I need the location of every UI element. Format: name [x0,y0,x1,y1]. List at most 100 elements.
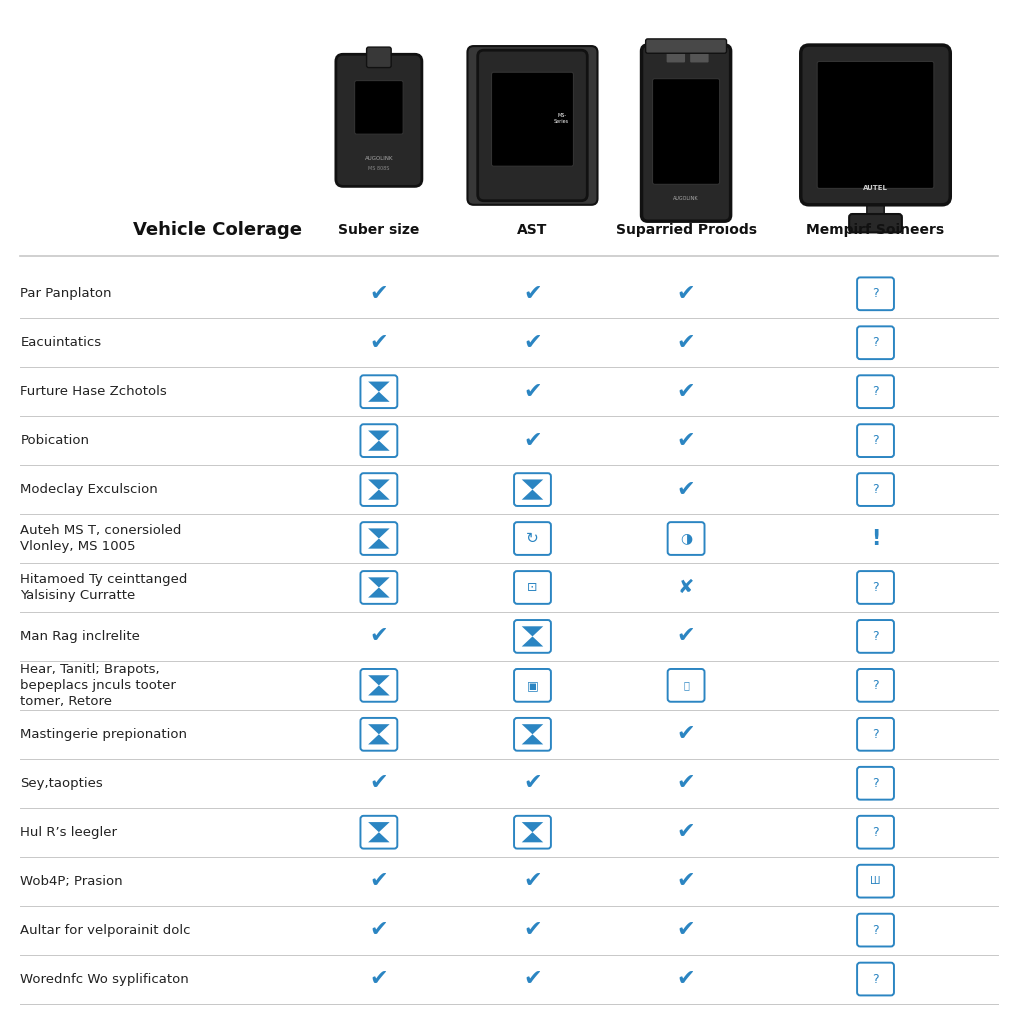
Text: ✔: ✔ [523,333,542,352]
Text: ?: ? [872,924,879,937]
Text: ✔: ✔ [677,284,695,304]
Text: ✘: ✘ [678,578,694,597]
Text: Auteh MS T, conersioled
Vlonley, MS 1005: Auteh MS T, conersioled Vlonley, MS 1005 [20,524,182,553]
Polygon shape [369,578,389,588]
Text: ✔: ✔ [677,479,695,500]
FancyBboxPatch shape [646,39,727,53]
FancyBboxPatch shape [367,47,391,68]
Text: ⬛: ⬛ [683,680,689,690]
Text: ?: ? [872,385,879,398]
Text: Vehicle Colerage: Vehicle Colerage [133,221,302,240]
Text: Suber size: Suber size [338,223,420,238]
Text: MS 808S: MS 808S [369,166,389,171]
Text: Man Rag inclrelite: Man Rag inclrelite [20,630,140,643]
Polygon shape [522,724,543,734]
Text: ?: ? [872,434,879,447]
Text: ✔: ✔ [370,333,388,352]
Text: Par Panplaton: Par Panplaton [20,288,112,300]
Polygon shape [369,588,389,598]
Polygon shape [369,822,389,833]
Text: ✔: ✔ [677,921,695,940]
Text: MS-
Series: MS- Series [554,113,569,124]
Polygon shape [522,627,543,636]
Text: ↻: ↻ [526,531,539,546]
Text: ✔: ✔ [370,284,388,304]
Polygon shape [522,734,543,744]
FancyBboxPatch shape [354,81,403,134]
Text: ✔: ✔ [677,822,695,842]
FancyBboxPatch shape [641,45,731,221]
Polygon shape [522,833,543,843]
Text: ✔: ✔ [523,773,542,794]
Text: Mastingerie prepionation: Mastingerie prepionation [20,728,187,740]
Polygon shape [369,675,389,685]
Text: Sey,taopties: Sey,taopties [20,777,103,790]
Text: Worednfc Wo syplificaton: Worednfc Wo syplificaton [20,973,189,985]
Text: ✔: ✔ [370,627,388,646]
Text: ✔: ✔ [523,382,542,401]
Text: ✔: ✔ [677,382,695,401]
Polygon shape [522,822,543,833]
Text: ?: ? [872,581,879,594]
Polygon shape [369,734,389,744]
Text: Aultar for velporainit dolc: Aultar for velporainit dolc [20,924,191,937]
Text: Mempirf Soineers: Mempirf Soineers [807,223,944,238]
Text: Hul R’s leegler: Hul R’s leegler [20,825,118,839]
Polygon shape [369,430,389,440]
Text: ✔: ✔ [370,773,388,794]
Text: ⊡: ⊡ [527,581,538,594]
Polygon shape [522,489,543,500]
Text: ✔: ✔ [523,284,542,304]
Text: ✔: ✔ [677,773,695,794]
Text: ?: ? [872,336,879,349]
FancyBboxPatch shape [866,191,885,224]
Text: ▣: ▣ [526,679,539,692]
Text: ✔: ✔ [677,627,695,646]
Polygon shape [522,636,543,646]
Polygon shape [369,479,389,489]
Text: ?: ? [872,630,879,643]
Text: ✔: ✔ [677,969,695,989]
Text: Ш: Ш [870,877,881,886]
Text: Hitamoed Ty ceinttanged
Yalsisiny Curratte: Hitamoed Ty ceinttanged Yalsisiny Currat… [20,573,187,602]
Text: ?: ? [872,288,879,300]
Text: AUGOLINK: AUGOLINK [673,197,699,201]
Text: ✔: ✔ [370,871,388,891]
Text: Pobication: Pobication [20,434,89,447]
Polygon shape [369,539,389,549]
Text: Modeclay Exculscion: Modeclay Exculscion [20,483,159,496]
Text: ?: ? [872,777,879,790]
FancyBboxPatch shape [492,73,573,166]
Text: ?: ? [872,973,879,985]
Text: ✔: ✔ [523,871,542,891]
FancyBboxPatch shape [467,46,598,205]
Text: Furture Hase Zchotols: Furture Hase Zchotols [20,385,167,398]
Text: !: ! [870,528,881,549]
Polygon shape [369,685,389,695]
FancyBboxPatch shape [817,61,934,188]
Text: AUTEL: AUTEL [863,185,888,191]
Text: Wob4P; Prasion: Wob4P; Prasion [20,874,123,888]
Polygon shape [369,392,389,401]
Text: ✔: ✔ [677,333,695,352]
Text: ✔: ✔ [370,921,388,940]
Polygon shape [369,440,389,451]
FancyBboxPatch shape [801,45,950,205]
Polygon shape [369,489,389,500]
Polygon shape [369,724,389,734]
Text: ✔: ✔ [523,431,542,451]
Text: ◑: ◑ [680,531,692,546]
Text: ✔: ✔ [677,724,695,744]
Text: Suparried Proıods: Suparried Proıods [615,223,757,238]
Text: ✔: ✔ [523,921,542,940]
Text: ✔: ✔ [677,431,695,451]
Text: ?: ? [872,483,879,496]
FancyBboxPatch shape [849,214,902,232]
FancyBboxPatch shape [652,79,720,184]
Text: AUGOLINK: AUGOLINK [365,156,393,161]
Text: Hear, Tanitl; Brapots,
bepeplacs jnculs tooter
tomer, Retore: Hear, Tanitl; Brapots, bepeplacs jnculs … [20,663,176,708]
Text: Eacuintatics: Eacuintatics [20,336,101,349]
Polygon shape [369,382,389,392]
Text: ?: ? [872,728,879,740]
Text: ?: ? [872,679,879,692]
